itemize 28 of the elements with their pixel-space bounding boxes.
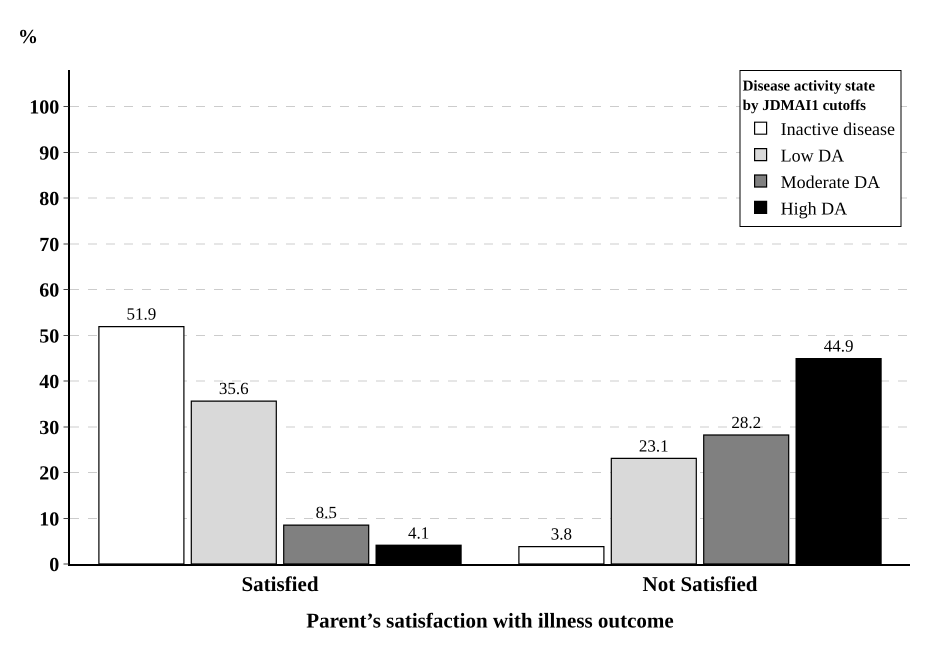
y-tick-label: 70 [39, 234, 60, 256]
x-axis-title: Parent’s satisfaction with illness outcome [306, 608, 674, 633]
y-tick-label: 60 [39, 280, 60, 302]
y-tick-label: 20 [39, 462, 60, 485]
y-tick-label: 40 [39, 371, 60, 394]
y-tick-label: 0 [49, 554, 60, 576]
legend-label: Low DA [780, 146, 844, 166]
y-tick-label: 50 [39, 325, 60, 348]
legend-label: Inactive disease [780, 119, 896, 140]
y-tick-label: 80 [39, 188, 60, 210]
data-label: 28.2 [731, 413, 762, 432]
data-label: 8.5 [316, 503, 337, 522]
data-label: 3.8 [550, 524, 572, 544]
y-tick-label: 100 [29, 96, 60, 119]
data-label: 4.1 [408, 523, 430, 542]
y-tick-label: 10 [39, 508, 60, 530]
legend-label: Moderate DA [780, 172, 880, 192]
y-axis-title: % [18, 26, 38, 48]
data-label: 35.6 [218, 379, 249, 398]
data-label: 44.9 [824, 336, 854, 356]
legend-title: Disease activity state by JDMAI1 cutoffs [742, 78, 876, 114]
x-tick-label: Satisfied [241, 572, 319, 596]
data-label: 51.9 [126, 304, 156, 324]
data-label: 23.1 [638, 436, 669, 456]
x-tick-label: Not Satisfied [642, 572, 758, 596]
y-tick-label: 30 [39, 416, 60, 439]
legend-label: High DA [780, 198, 848, 218]
y-tick-label: 90 [39, 142, 60, 164]
